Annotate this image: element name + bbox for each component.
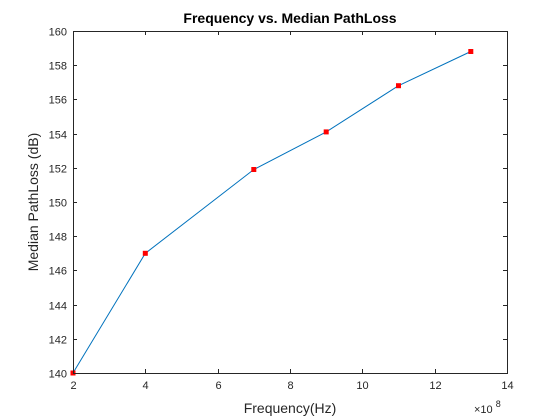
plot-frame <box>73 31 508 374</box>
data-point <box>323 129 329 135</box>
x-tick-label: 14 <box>501 380 513 392</box>
x-tick-label: 4 <box>142 380 148 392</box>
x-axis-exponent: ×10 8 <box>474 399 501 416</box>
y-tick-label: 142 <box>49 335 67 347</box>
series-line <box>72 51 472 374</box>
data-point <box>396 83 401 89</box>
y-tick-label: 158 <box>49 61 67 73</box>
y-tick-label: 140 <box>49 369 67 381</box>
x-tick-label: 10 <box>356 380 368 392</box>
plot-area <box>73 31 507 373</box>
x-tick-label: 8 <box>287 380 293 392</box>
x-axis-exponent-base: ×10 <box>474 404 493 416</box>
y-tick-label: 144 <box>49 301 67 313</box>
x-tick-label: 12 <box>429 380 441 392</box>
ticks-layer: 2 4 6 8 10 12 14 140 142 144 146 148 150 152 154 156 158… <box>49 27 514 393</box>
y-tick-label: 152 <box>49 164 67 176</box>
y-tick-label: 156 <box>49 95 67 107</box>
y-tick-label: 146 <box>49 266 67 278</box>
y-axis-label: Median PathLoss (dB) <box>25 133 41 272</box>
x-axis-label: Frequency(Hz) <box>244 400 337 416</box>
y-tick-label: 160 <box>49 27 67 39</box>
data-point <box>468 49 474 54</box>
data-point <box>251 167 257 172</box>
y-tick-label: 154 <box>49 130 67 142</box>
x-axis-exponent-power: 8 <box>496 399 501 409</box>
y-tick-label: 148 <box>49 232 67 244</box>
chart-title: Frequency vs. Median PathLoss <box>183 10 396 26</box>
y-tick-label: 150 <box>49 198 67 210</box>
data-point <box>142 250 148 256</box>
x-tick-label: 2 <box>70 380 76 392</box>
x-tick-label: 6 <box>215 380 221 392</box>
